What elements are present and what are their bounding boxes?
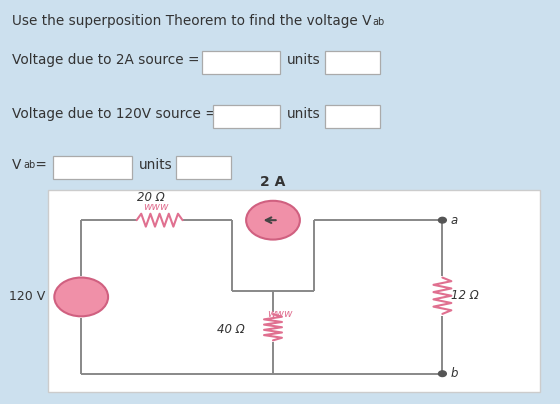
Bar <box>202 50 280 74</box>
Text: units: units <box>139 158 172 172</box>
Text: Use the superposition Theorem to find the voltage V: Use the superposition Theorem to find th… <box>12 14 372 28</box>
Text: −: − <box>76 296 87 310</box>
Text: b: b <box>451 367 458 380</box>
Circle shape <box>438 217 446 223</box>
Text: ab: ab <box>24 160 36 170</box>
Bar <box>53 156 132 179</box>
Text: =: = <box>31 158 47 172</box>
Bar <box>48 190 540 392</box>
Bar <box>325 105 380 128</box>
Bar <box>213 105 280 128</box>
Text: 2 A: 2 A <box>260 175 286 189</box>
Bar <box>325 50 380 74</box>
Bar <box>176 156 231 179</box>
Text: 20 Ω: 20 Ω <box>137 191 165 204</box>
Text: units: units <box>287 53 321 67</box>
Text: +: + <box>76 285 86 298</box>
Text: 120 V: 120 V <box>8 290 45 303</box>
Text: units: units <box>287 107 321 121</box>
Text: a: a <box>451 214 458 227</box>
Text: www: www <box>143 202 169 212</box>
Text: V: V <box>12 158 22 172</box>
Text: 40 Ω: 40 Ω <box>217 323 245 336</box>
Circle shape <box>54 278 108 316</box>
Circle shape <box>438 371 446 377</box>
Text: www: www <box>267 309 293 319</box>
Text: ab: ab <box>372 17 385 27</box>
Text: Voltage due to 2A source =: Voltage due to 2A source = <box>12 53 200 67</box>
Text: 12 Ω: 12 Ω <box>451 289 479 302</box>
Circle shape <box>246 201 300 240</box>
Text: Voltage due to 120V source =: Voltage due to 120V source = <box>12 107 217 121</box>
